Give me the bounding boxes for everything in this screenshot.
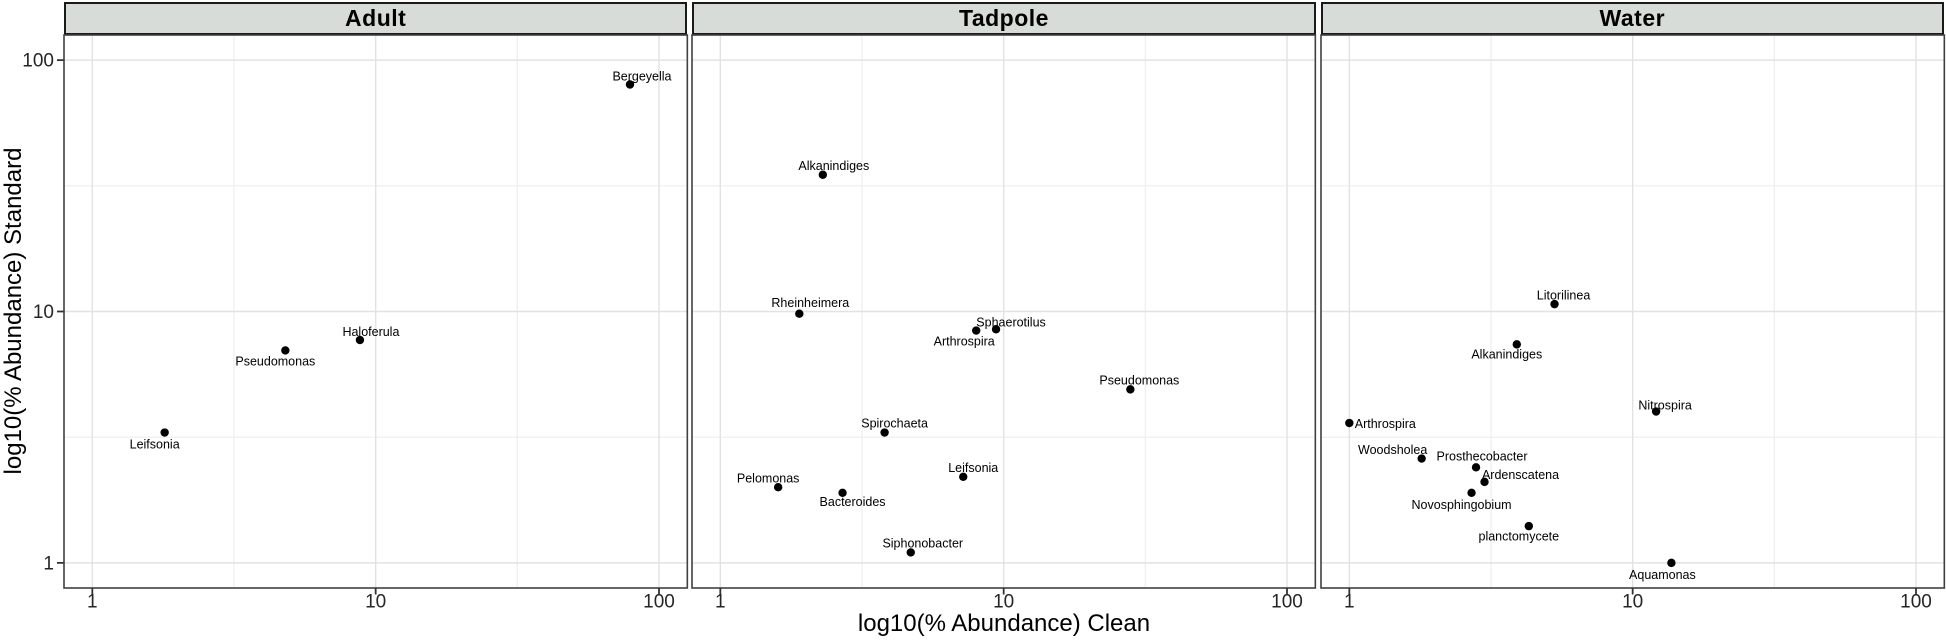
y-axis: 1 10 100 bbox=[22, 51, 64, 574]
data-point bbox=[1126, 385, 1135, 394]
x-tick-label: 1 bbox=[87, 592, 98, 613]
point-label: Ardenscatena bbox=[1482, 468, 1559, 482]
data-point bbox=[1512, 340, 1521, 349]
point-label: Woodsholea bbox=[1358, 443, 1427, 457]
data-point bbox=[355, 335, 365, 345]
data-point bbox=[625, 80, 635, 89]
point-label: Pseudomonas bbox=[235, 355, 315, 369]
x-tick-label: 1 bbox=[715, 592, 726, 613]
data-point bbox=[1417, 454, 1426, 463]
x-tick-label: 1 bbox=[1344, 592, 1355, 613]
facet-strip-tadpole: Tadpole bbox=[692, 2, 1316, 35]
data-point bbox=[795, 309, 804, 318]
facet-panel-tadpole: Tadpole 1 10 100 Alkanindiges Rheinheimera Sp… bbox=[691, 2, 1317, 613]
data-point bbox=[906, 548, 916, 557]
data-point bbox=[1666, 558, 1676, 568]
point-label: Alkanindiges bbox=[799, 159, 870, 173]
point-label: Pseudomonas bbox=[1100, 374, 1180, 388]
x-tick-label: 10 bbox=[1622, 592, 1643, 613]
data-point bbox=[959, 472, 968, 481]
x-tick-label: 10 bbox=[365, 592, 386, 613]
point-label: Alkanindiges bbox=[1471, 348, 1542, 362]
x-tick-label: 100 bbox=[1271, 592, 1303, 613]
data-point bbox=[1549, 299, 1559, 309]
facet-title: Water bbox=[1599, 5, 1666, 31]
point-label: Prosthecobacter bbox=[1436, 449, 1527, 463]
point-label: Leifsonia bbox=[949, 461, 999, 475]
data-point bbox=[160, 428, 169, 437]
facet-panel-adult: Adult 1 10 100 Leifsonia Pseudomonas Haloferu… bbox=[63, 2, 689, 613]
data-point bbox=[1471, 463, 1480, 472]
data-point bbox=[818, 170, 828, 179]
data-point bbox=[1524, 521, 1533, 531]
point-label: Bacteroides bbox=[820, 495, 886, 509]
point-label: Novosphingobium bbox=[1411, 498, 1511, 512]
data-point bbox=[1651, 407, 1660, 416]
facet-strip-adult: Adult bbox=[64, 2, 688, 35]
x-tick-label: 100 bbox=[643, 592, 675, 613]
y-tick-label: 10 bbox=[33, 302, 54, 323]
plot-area-water: 1 10 100 Litorilinea Alkanindiges Nitrospira A… bbox=[1319, 34, 1945, 613]
point-label: Spirochaeta bbox=[862, 417, 929, 431]
y-tick-label: 1 bbox=[43, 553, 54, 574]
point-label: Pelomonas bbox=[737, 471, 800, 485]
point-label: Rheinheimera bbox=[772, 296, 850, 310]
y-tick-label: 100 bbox=[22, 51, 54, 72]
data-point bbox=[972, 326, 981, 335]
plot-area-tadpole: 1 10 100 Alkanindiges Rheinheimera Sphaerotil… bbox=[691, 34, 1317, 613]
point-label: Nitrospira bbox=[1638, 399, 1692, 413]
point-label: Siphonobacter bbox=[883, 537, 964, 551]
data-point bbox=[1479, 477, 1489, 487]
x-tick-label: 10 bbox=[993, 592, 1014, 613]
point-label: Leifsonia bbox=[130, 438, 180, 452]
panels-row: Adult 1 10 100 Leifsonia Pseudomonas Haloferu… bbox=[63, 2, 1945, 613]
data-point bbox=[880, 428, 890, 437]
point-label: Sphaerotilus bbox=[977, 315, 1047, 329]
point-label: Bergeyella bbox=[612, 70, 671, 84]
point-label: Litorilinea bbox=[1536, 288, 1590, 302]
data-point bbox=[1467, 488, 1476, 497]
x-axis-title: log10(% Abundance) Clean bbox=[857, 610, 1151, 637]
data-point bbox=[774, 482, 783, 492]
point-label: Haloferula bbox=[342, 325, 399, 339]
point-label: planctomycete bbox=[1478, 529, 1559, 543]
data-point bbox=[838, 488, 848, 497]
point-label: Aquamonas bbox=[1629, 568, 1696, 582]
facet-title: Tadpole bbox=[959, 5, 1049, 31]
facet-strip-water: Water bbox=[1320, 2, 1944, 35]
point-label: Arthrospira bbox=[1354, 417, 1415, 431]
data-point bbox=[1344, 418, 1354, 428]
plot-area-adult: 1 10 100 Leifsonia Pseudomonas Haloferula Berg… bbox=[63, 34, 689, 613]
facet-panel-water: Water 1 10 100 Litorilinea Alkanindiges Nitro… bbox=[1319, 2, 1945, 613]
facet-title: Adult bbox=[345, 5, 407, 31]
data-point bbox=[281, 346, 290, 355]
data-point bbox=[992, 325, 1001, 334]
point-label: Arthrospira bbox=[934, 335, 995, 349]
x-tick-label: 100 bbox=[1900, 592, 1932, 613]
